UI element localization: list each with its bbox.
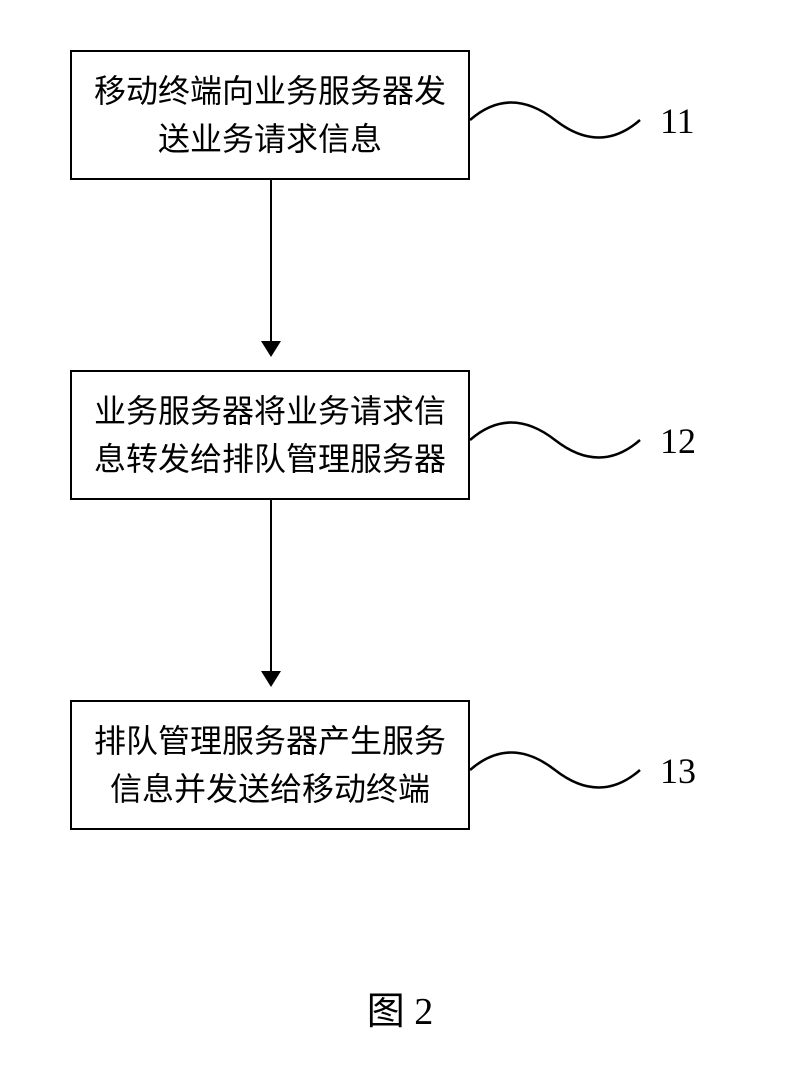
connector-1 <box>470 70 670 170</box>
label-11: 11 <box>660 100 695 142</box>
connector-2 <box>470 390 670 490</box>
flowchart-box-2: 业务服务器将业务请求信息转发给排队管理服务器 <box>70 370 470 500</box>
box-1-text: 移动终端向业务服务器发送业务请求信息 <box>94 67 446 163</box>
arrow-2-to-3 <box>270 500 272 685</box>
figure-caption: 图 2 <box>367 980 434 1035</box>
label-13: 13 <box>660 750 696 792</box>
connector-3 <box>470 720 670 820</box>
box-3-text: 排队管理服务器产生服务信息并发送给移动终端 <box>94 717 446 813</box>
flowchart-box-1: 移动终端向业务服务器发送业务请求信息 <box>70 50 470 180</box>
box-2-text: 业务服务器将业务请求信息转发给排队管理服务器 <box>94 387 446 483</box>
flowchart-container: 移动终端向业务服务器发送业务请求信息 业务服务器将业务请求信息转发给排队管理服务… <box>0 0 800 1073</box>
label-12: 12 <box>660 420 696 462</box>
flowchart-box-3: 排队管理服务器产生服务信息并发送给移动终端 <box>70 700 470 830</box>
arrow-1-to-2 <box>270 180 272 355</box>
